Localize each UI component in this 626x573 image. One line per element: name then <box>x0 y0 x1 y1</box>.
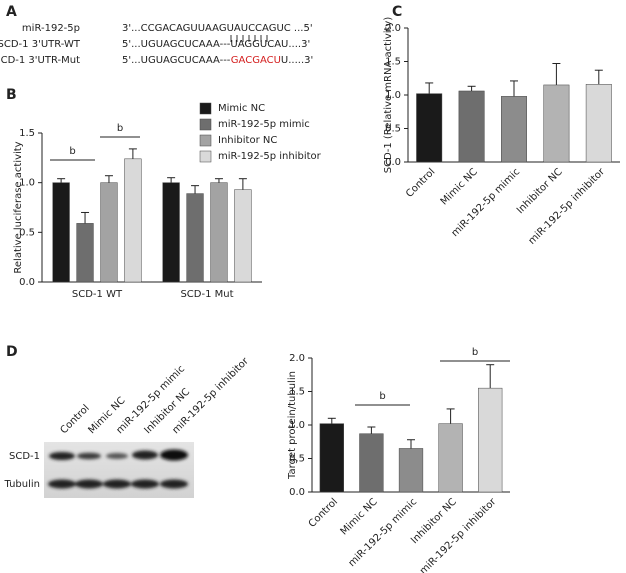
error-bar <box>214 178 223 183</box>
y-tick-label: 1.0 <box>289 420 305 431</box>
y-axis-label: SCD-1 (Relative mRNA activity) <box>383 17 394 174</box>
sequence: 3'...CCGACAGUUAAGUAUCCAGUC ...5' <box>122 23 313 34</box>
y-tick-label: 0.0 <box>19 277 35 288</box>
y-tick-label: 2.0 <box>385 23 401 34</box>
bar <box>438 423 463 493</box>
blot-column-label: Control <box>58 403 91 436</box>
error-bar <box>594 69 603 85</box>
legend-label: Inhibitor NC <box>218 135 277 146</box>
x-tick-label: miR-192-5p mimic <box>347 496 420 569</box>
bar <box>416 93 443 163</box>
bar <box>76 223 94 283</box>
error-bar <box>191 185 200 194</box>
legend-swatch <box>199 102 212 115</box>
y-tick-label: 0.5 <box>385 124 401 135</box>
blot-row-label: SCD-1 <box>9 451 40 462</box>
error-bar <box>446 408 455 424</box>
bar <box>319 423 344 493</box>
western-blot: SCD-1 Tubulin <box>3 442 194 498</box>
x-tick-label: Control <box>307 496 340 529</box>
significance-label: b <box>69 146 75 157</box>
error-bar <box>104 175 113 183</box>
seq-name: miR-192-5p <box>22 23 80 34</box>
y-axis-label: Relative luciferase activity <box>13 141 24 273</box>
sequence: 5'...UGUAGCUCAAA---GACGACUU.....3' <box>122 55 313 66</box>
seq-name: SCD-1 3'UTR-WT <box>0 39 81 50</box>
error-bar <box>167 177 176 183</box>
error-bar <box>128 148 137 159</box>
mutated-seq: GACGACU <box>231 55 281 66</box>
x-tick-label: miR-192-5p inhibitor <box>527 166 608 247</box>
legend-label: miR-192-5p mimic <box>218 119 310 130</box>
y-tick-label: 0.5 <box>289 454 305 465</box>
y-tick-label: 0.0 <box>385 157 401 168</box>
error-bar <box>552 63 561 85</box>
bar <box>398 448 424 493</box>
bar <box>543 84 570 163</box>
bar <box>52 182 70 283</box>
bar <box>100 182 118 283</box>
sequence: 5'...UGUAGCUCAAA---UAGGUCAU....3' <box>122 39 310 50</box>
legend-label: miR-192-5p inhibitor <box>218 151 322 162</box>
pairing-lines <box>230 35 268 42</box>
y-axis-label: Target protein/tubulin <box>287 371 298 480</box>
bar <box>210 182 228 283</box>
error-bar <box>327 417 336 424</box>
y-tick-label: 1.0 <box>385 90 401 101</box>
x-tick-label: Control <box>404 166 437 199</box>
bar <box>359 433 384 493</box>
error-bar <box>81 211 90 224</box>
error-bar <box>367 426 376 434</box>
panel-label: C <box>392 4 402 20</box>
y-tick-label: 0.5 <box>19 227 35 238</box>
seq-name: SCD-1 3'UTR-Mut <box>0 55 80 66</box>
bar <box>458 90 485 163</box>
legend-label: Mimic NC <box>218 103 265 114</box>
error-bar <box>57 178 66 183</box>
error-bar <box>425 82 434 94</box>
error-bar <box>238 178 247 190</box>
bar <box>124 158 142 283</box>
bar <box>186 193 204 283</box>
error-bar <box>486 364 495 389</box>
significance-label: b <box>117 123 123 134</box>
error-bar <box>510 80 518 97</box>
y-tick-label: 2.0 <box>289 353 305 364</box>
bar <box>478 387 503 493</box>
sequence-alignment: miR-192-5p 3'...CCGACAGUUAAGUAUCCAGUC ..… <box>0 23 313 66</box>
panel-label: A <box>6 4 17 20</box>
error-bar <box>407 439 415 449</box>
legend-swatch <box>199 118 212 131</box>
panel-label: B <box>6 87 17 103</box>
legend-swatch <box>199 134 212 147</box>
blot-row-label: Tubulin <box>3 479 40 490</box>
y-tick-label: 1.5 <box>385 57 401 68</box>
significance-label: b <box>472 347 478 358</box>
bar <box>234 189 252 283</box>
seq-part: 5'...UGUAGCUCAAA--- <box>122 55 231 66</box>
bar <box>501 96 527 163</box>
panel-label: D <box>6 344 18 360</box>
significance-label: b <box>379 391 385 402</box>
y-tick-label: 1.5 <box>19 128 35 139</box>
bar <box>162 182 180 283</box>
legend-swatch <box>199 150 212 163</box>
y-tick-label: 1.0 <box>19 178 35 189</box>
x-tick-label: miR-192-5p inhibitor <box>418 496 499 573</box>
bar <box>585 84 612 163</box>
x-tick-label: Mimic NC <box>339 496 380 537</box>
error-bar <box>467 85 476 91</box>
x-tick-label: SCD-1 WT <box>72 289 123 300</box>
y-tick-label: 0.0 <box>289 487 305 498</box>
x-tick-label: Mimic NC <box>439 166 480 207</box>
x-tick-label: SCD-1 Mut <box>180 289 233 300</box>
seq-part: U.....3' <box>281 55 313 66</box>
y-tick-label: 1.5 <box>289 387 305 398</box>
